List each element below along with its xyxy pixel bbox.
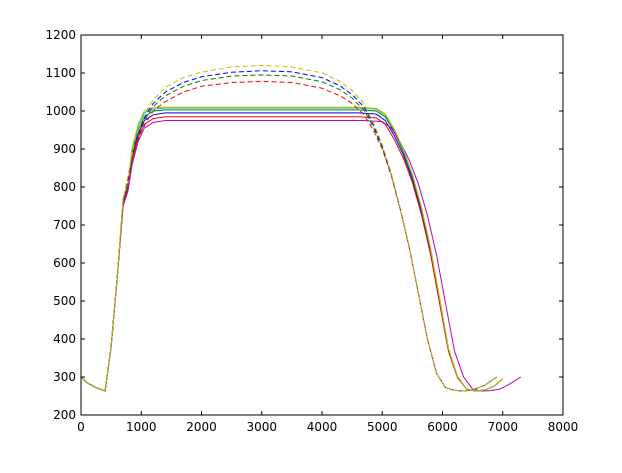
y-tick-label: 600 (53, 256, 76, 270)
plot-area-background (81, 35, 563, 415)
axis-ticks: 0 1000 2000 3000 4000 5000 6000 7000 8000 200 300 4… (45, 28, 578, 434)
x-tick-label: 6000 (427, 420, 458, 434)
series-line-8 (80, 70, 498, 392)
axes-frame (80, 34, 564, 416)
series-line-7 (80, 74, 498, 392)
y-tick-label: 200 (53, 408, 76, 422)
x-tick-label: 2000 (186, 420, 217, 434)
y-tick-label: 700 (53, 218, 76, 232)
y-tick-label: 300 (53, 370, 76, 384)
y-tick-label: 900 (53, 142, 76, 156)
y-tick-label: 1200 (45, 28, 76, 42)
x-tick-label: 8000 (548, 420, 579, 434)
x-tick-label: 7000 (487, 420, 518, 434)
y-tick-label: 400 (53, 332, 76, 346)
x-tick-label: 4000 (307, 420, 338, 434)
x-tick-label: 5000 (367, 420, 398, 434)
series-line-9 (80, 64, 498, 392)
series-line-6 (80, 80, 498, 392)
series-lines (80, 64, 522, 392)
x-tick-label: 0 (77, 420, 85, 434)
y-tick-label: 800 (53, 180, 76, 194)
x-tick-label: 1000 (126, 420, 157, 434)
y-tick-label: 1000 (45, 104, 76, 118)
x-tick-label: 3000 (246, 420, 277, 434)
y-tick-label: 1100 (45, 66, 76, 80)
y-tick-label: 500 (53, 294, 76, 308)
